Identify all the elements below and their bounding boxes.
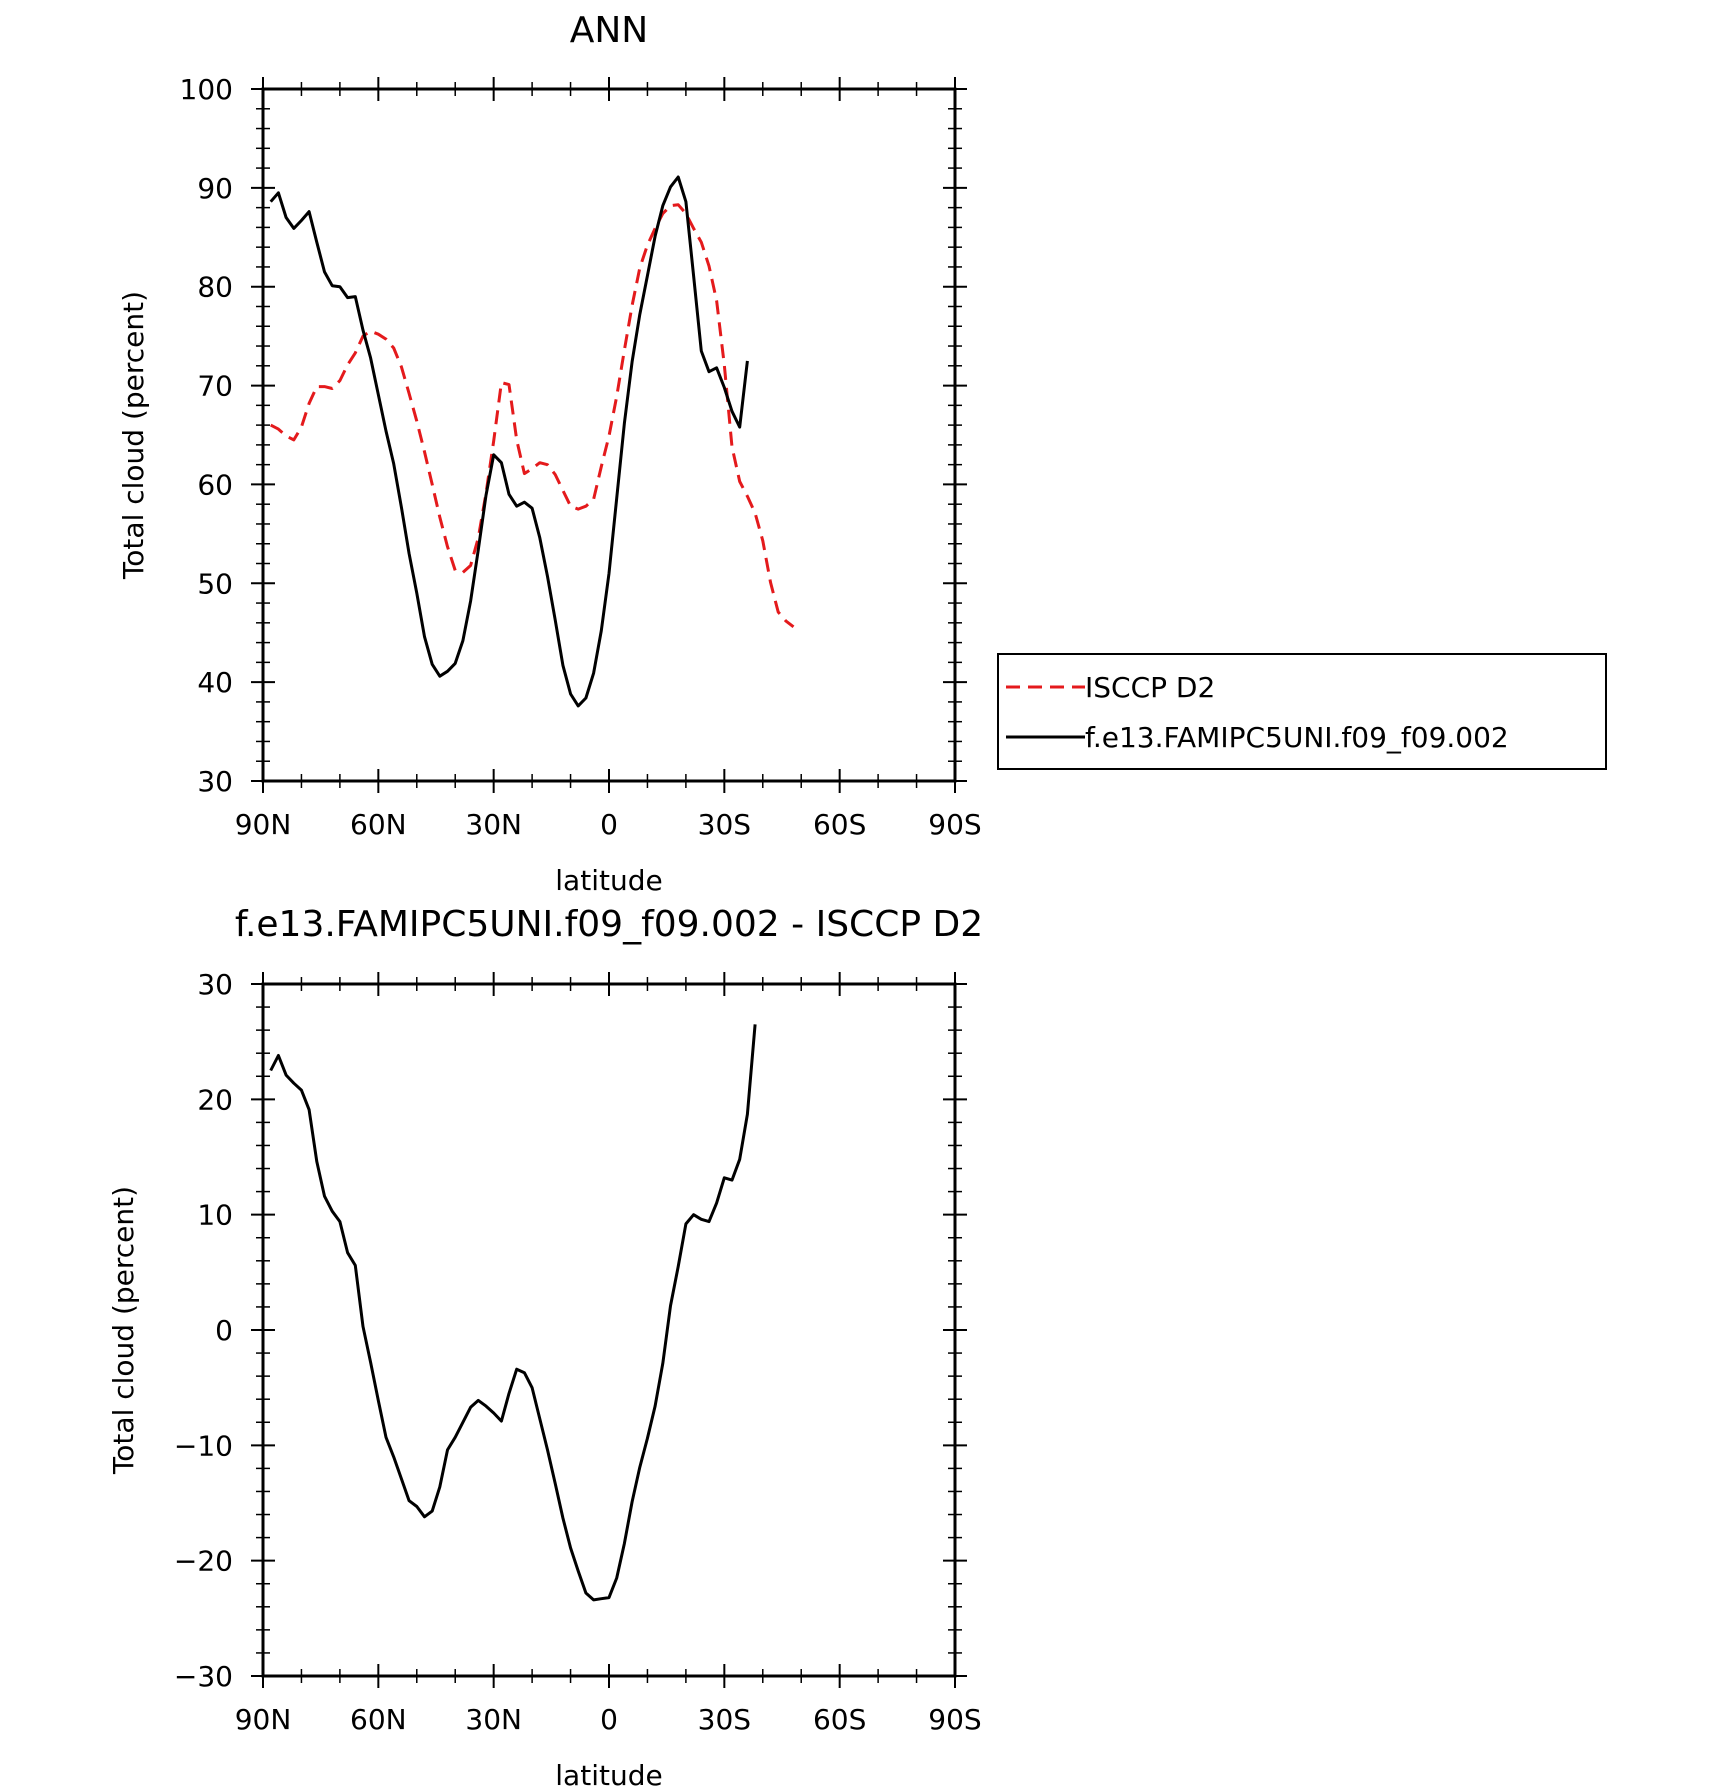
- y-axis-label: Total cloud (percent): [107, 1186, 140, 1475]
- x-tick-label: 30N: [465, 1703, 522, 1736]
- series-line-1: [269, 175, 749, 708]
- x-tick-label: 90N: [235, 808, 292, 841]
- series-line-0: [269, 1024, 757, 1602]
- y-tick-label: 90: [197, 172, 233, 205]
- x-tick-label: 0: [600, 808, 618, 841]
- x-tick-label: 0: [600, 1703, 618, 1736]
- x-tick-label: 90N: [235, 1703, 292, 1736]
- series-line-0: [270, 203, 795, 628]
- y-tick-label: 0: [215, 1314, 233, 1347]
- plot-frame: [261, 87, 957, 783]
- legend-label-isccp: ISCCP D2: [1085, 671, 1215, 704]
- y-tick-label: −30: [174, 1660, 233, 1693]
- x-axis-label: latitude: [555, 864, 662, 897]
- y-tick-label: 10: [197, 1199, 233, 1232]
- x-tick-label: 30S: [698, 808, 751, 841]
- y-tick-label: 20: [197, 1083, 233, 1116]
- y-tick-label: 40: [197, 666, 233, 699]
- tick-labels: 90N 60N 30N 0 30S 60S 90S 30 40 50 60 70 80 90 100: [180, 73, 982, 841]
- x-tick-label: 90S: [928, 1703, 981, 1736]
- x-tick-label: 30S: [698, 1703, 751, 1736]
- y-tick-label: 60: [197, 468, 233, 501]
- chart-title-difference: f.e13.FAMIPC5UNI.f09_f09.002 - ISCCP D2: [235, 904, 983, 945]
- tick-labels: 90N 60N 30N 0 30S 60S 90S −30 −20 −10 0 10 20 30: [174, 968, 982, 1736]
- legend: ISCCP D2 f.e13.FAMIPC5UNI.f09_f09.002: [997, 653, 1607, 770]
- y-tick-label: 50: [197, 567, 233, 600]
- y-tick-label: 80: [197, 271, 233, 304]
- x-tick-label: 60S: [813, 1703, 866, 1736]
- y-tick-label: 30: [197, 765, 233, 798]
- series-lines: [269, 175, 795, 708]
- y-tick-label: −20: [174, 1545, 233, 1578]
- plot-frame: [261, 982, 957, 1678]
- x-tick-label: 30N: [465, 808, 522, 841]
- tick-marks: [251, 77, 967, 793]
- chart-title: ANN: [570, 10, 649, 51]
- tick-marks: [251, 972, 967, 1688]
- chart-panel-annual: ANN 90N 60N 30N 0 30S 60S 90S 30 40 50 60 70 80 90 100…: [117, 10, 982, 897]
- y-tick-label: 100: [180, 73, 233, 106]
- legend-box: [997, 653, 1607, 770]
- legend-label-model: f.e13.FAMIPC5UNI.f09_f09.002: [1085, 721, 1509, 754]
- y-tick-label: 70: [197, 370, 233, 403]
- chart-panel-difference: f.e13.FAMIPC5UNI.f09_f09.002 - ISCCP D2 …: [107, 904, 983, 1789]
- y-tick-label: 30: [197, 968, 233, 1001]
- x-tick-label: 60S: [813, 808, 866, 841]
- x-axis-label: latitude: [555, 1759, 662, 1789]
- y-tick-label: −10: [174, 1429, 233, 1462]
- x-tick-label: 60N: [350, 808, 407, 841]
- x-tick-label: 60N: [350, 1703, 407, 1736]
- y-axis-label: Total cloud (percent): [117, 291, 150, 580]
- series-lines: [269, 1024, 757, 1602]
- x-tick-label: 90S: [928, 808, 981, 841]
